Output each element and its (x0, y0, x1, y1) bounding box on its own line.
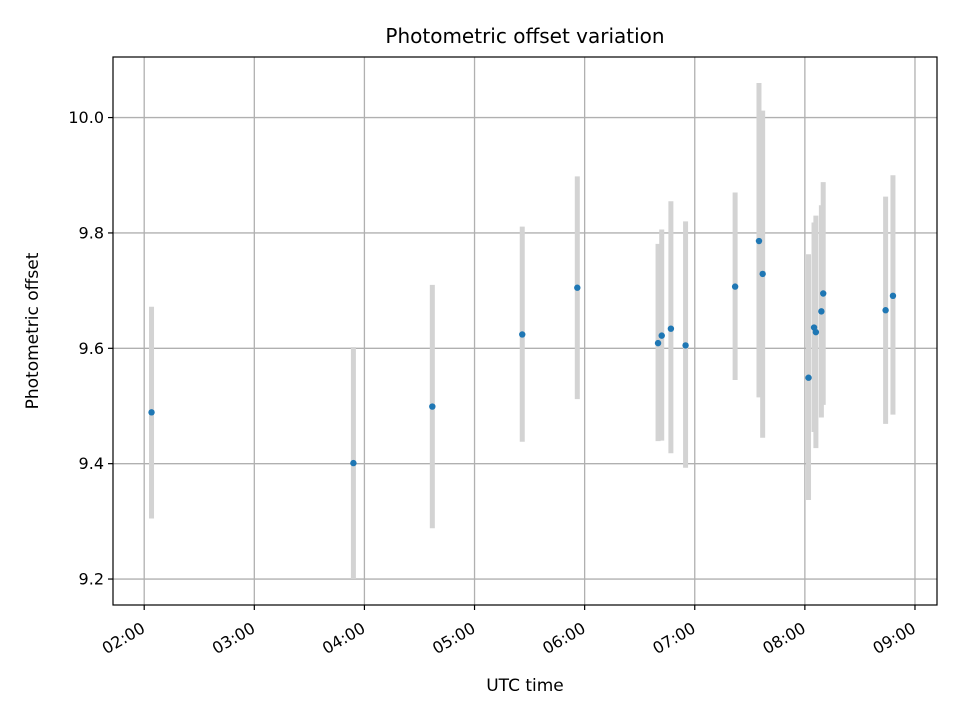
y-tick-label: 9.2 (79, 570, 104, 589)
y-axis-title: Photometric offset (23, 252, 43, 409)
data-point (350, 459, 357, 467)
data-point (148, 409, 155, 416)
data-point (731, 283, 739, 290)
data-point (759, 270, 766, 278)
data-point (889, 292, 897, 300)
data-point (820, 290, 827, 297)
data-point (658, 332, 665, 339)
y-tick-label: 9.8 (79, 223, 104, 242)
data-point (667, 325, 675, 332)
chart-title: Photometric offset variation (385, 24, 664, 48)
data-point (682, 342, 689, 349)
x-axis-title: UTC time (486, 676, 564, 696)
y-tick-label: 9.4 (79, 454, 104, 473)
data-point (574, 284, 581, 291)
data-point (818, 308, 825, 315)
data-point (519, 331, 526, 338)
data-point (429, 403, 436, 410)
plot-frame (112, 56, 938, 606)
data-point (805, 374, 812, 381)
data-points (148, 237, 897, 467)
y-tick-label: 9.6 (79, 339, 104, 358)
data-point (882, 307, 889, 314)
data-point (812, 328, 820, 336)
data-point (654, 339, 662, 347)
y-tick-label: 10.0 (68, 108, 104, 127)
data-point (755, 237, 763, 245)
grid (113, 57, 937, 605)
